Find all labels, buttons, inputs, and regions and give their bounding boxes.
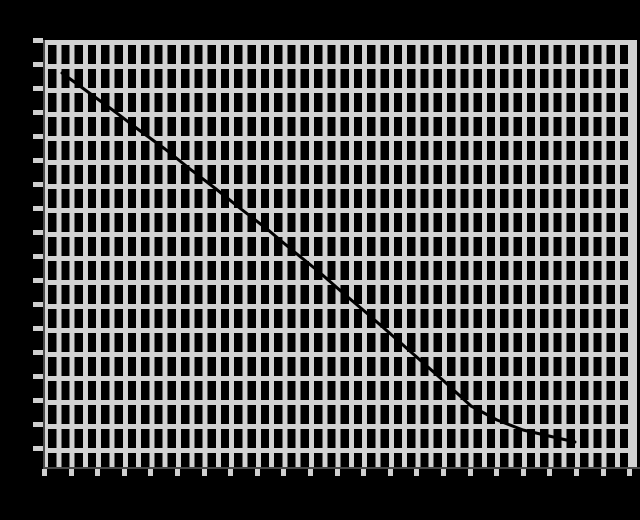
y-axis-tick [33, 446, 43, 451]
y-axis-tick [33, 230, 43, 235]
x-axis-tick [121, 469, 127, 476]
x-axis-tick [42, 469, 47, 476]
x-axis-tick [228, 469, 234, 476]
x-axis-tick [334, 469, 340, 476]
y-axis-spine [43, 40, 45, 469]
x-axis-tick [467, 469, 473, 476]
x-axis-spine [43, 467, 640, 469]
y-axis-tick [33, 134, 43, 139]
x-axis-tick [547, 469, 553, 476]
x-axis-tick [281, 469, 287, 476]
y-axis-tick [33, 38, 43, 43]
x-axis-tick [361, 469, 367, 476]
x-axis-tick [68, 469, 74, 476]
y-axis-tick [33, 110, 43, 115]
y-axis-tick [33, 326, 43, 331]
x-axis-tick [600, 469, 606, 476]
y-axis-tick [33, 302, 43, 307]
x-axis-tick [201, 469, 207, 476]
y-axis-tick [33, 62, 43, 67]
grid-lines [43, 40, 632, 467]
x-axis-tick [387, 469, 393, 476]
x-axis-tick [308, 469, 313, 476]
y-axis-tick [33, 86, 43, 91]
data-series-line [60, 71, 577, 444]
y-axis-tick [33, 398, 43, 403]
plot-right-border [632, 40, 637, 467]
x-axis-tick [148, 469, 154, 476]
y-axis-tick [33, 422, 43, 427]
y-axis-tick [33, 182, 43, 187]
x-axis-tick [520, 469, 526, 476]
x-axis-tick [441, 469, 446, 476]
y-axis-tick [33, 254, 43, 259]
y-axis-tick [33, 278, 43, 283]
y-axis-tick [33, 158, 43, 163]
y-axis-tick [33, 350, 43, 355]
x-axis-tick [254, 469, 260, 476]
y-axis-tick [33, 374, 43, 379]
data-series-1-path [60, 71, 577, 444]
x-axis-tick [574, 469, 579, 476]
x-axis-tick [95, 469, 101, 476]
x-axis-tick [414, 469, 420, 476]
y-axis-tick [33, 206, 43, 211]
plot-area [43, 40, 632, 467]
x-axis-tick [627, 469, 633, 476]
x-axis-tick [494, 469, 500, 476]
x-axis-tick [175, 469, 180, 476]
